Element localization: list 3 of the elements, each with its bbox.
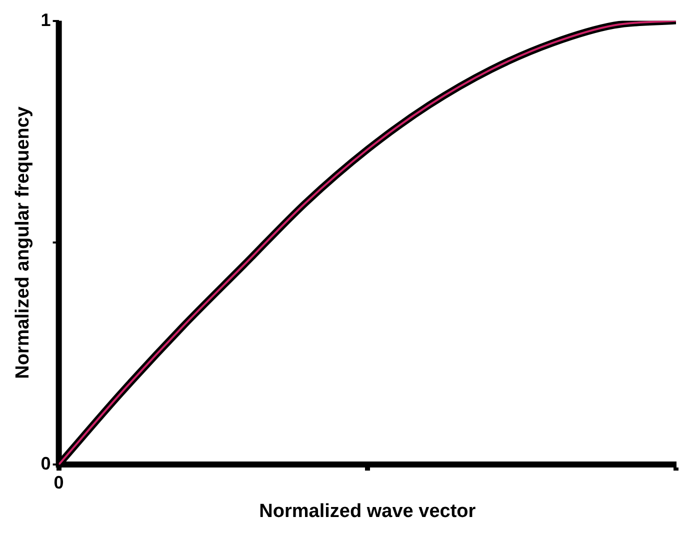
y-tick-label: 1 [40, 10, 51, 30]
x-axis-title: Normalized wave vector [259, 500, 476, 522]
y-axis-title: Normalized angular frequency [12, 106, 34, 379]
